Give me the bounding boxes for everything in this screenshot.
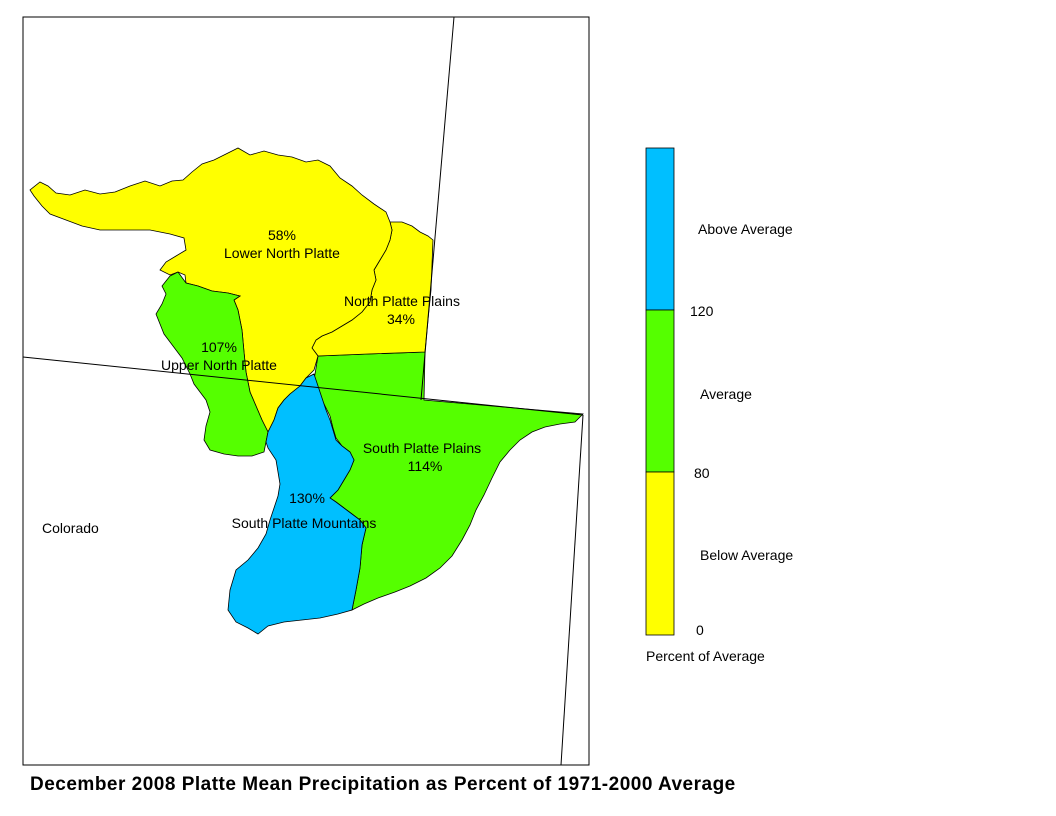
state-boundary-line xyxy=(560,414,584,766)
figure-title: December 2008 Platte Mean Precipitation … xyxy=(30,774,736,795)
legend-break-label: 0 xyxy=(696,622,704,638)
region-upper-north-platte[interactable] xyxy=(155,271,269,457)
legend-label-average: Average xyxy=(700,386,752,402)
state-label: Colorado xyxy=(42,520,99,536)
region-name-label: North Platte Plains xyxy=(344,293,460,309)
region-name-label: Upper North Platte xyxy=(161,357,277,373)
region-name-label: South Platte Plains xyxy=(363,440,481,456)
legend-swatch-average xyxy=(645,309,675,473)
region-name-label: Lower North Platte xyxy=(224,245,340,261)
state-boundary-line xyxy=(22,356,584,416)
region-south-platte-mountains[interactable] xyxy=(227,373,367,635)
region-lower-north-platte[interactable] xyxy=(29,147,393,433)
region-percent-label: 130% xyxy=(289,490,325,506)
legend-swatch-below xyxy=(645,471,675,636)
legend-swatch-above xyxy=(645,147,675,311)
region-percent-label: 58% xyxy=(268,227,296,243)
region-name-label: South Platte Mountains xyxy=(232,515,377,531)
region-percent-label: 114% xyxy=(408,458,443,474)
legend-break-label: 120 xyxy=(690,303,714,319)
legend-label-above: Above Average xyxy=(698,221,793,237)
region-percent-label: 107% xyxy=(201,339,237,355)
legend-break-label: 80 xyxy=(694,465,710,481)
legend-color-bar xyxy=(645,147,675,636)
state-boundary-line xyxy=(420,16,455,401)
legend-title: Percent of Average xyxy=(646,648,765,664)
legend-label-below: Below Average xyxy=(700,547,794,563)
region-percent-label: 34% xyxy=(387,311,415,327)
